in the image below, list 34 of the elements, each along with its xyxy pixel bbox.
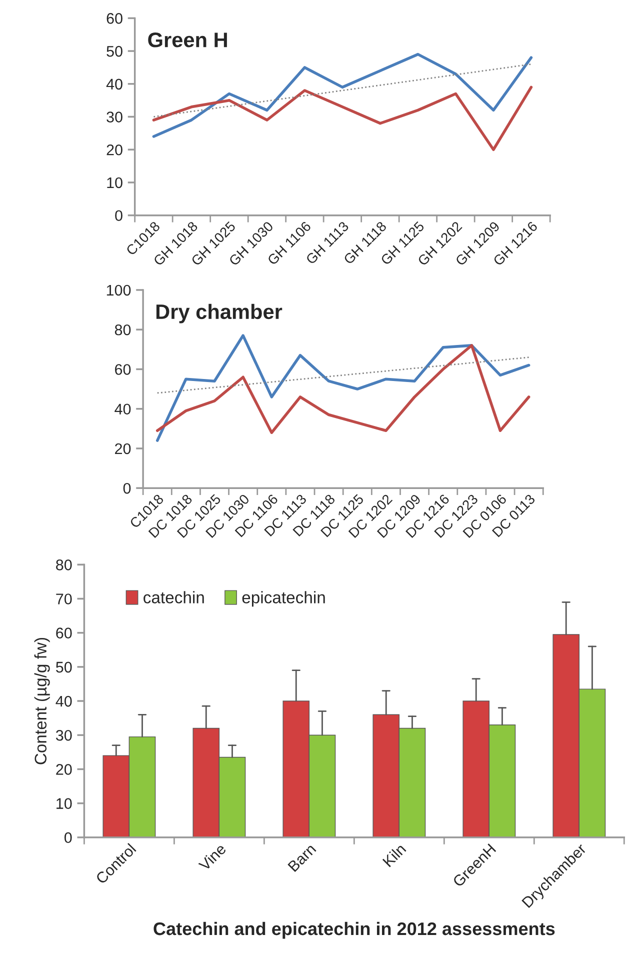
y-tick-label: 30	[56, 730, 72, 741]
text: Catechin and epicatechin in 2012 assessments	[154, 922, 555, 939]
legend-label: epicatechin	[242, 591, 325, 607]
y-tick-label: 80	[56, 560, 72, 570]
y-tick-label: 70	[56, 594, 72, 604]
y-tick-label: 60	[106, 13, 122, 24]
y-tick-label: 60	[56, 628, 72, 638]
y-tick-label: 40	[114, 404, 131, 415]
y-tick-label: 50	[106, 46, 122, 57]
y-tick-label: 0	[123, 482, 131, 494]
y-tick-label: 20	[115, 443, 131, 454]
text: Green H	[148, 32, 227, 48]
y-tick-label: 60	[115, 364, 131, 375]
y-axis-title: Content (µg/g fw)	[34, 638, 50, 764]
line-series	[156, 334, 530, 442]
y-tick-label: 20	[106, 144, 122, 156]
x-tick-label: Vine	[198, 842, 227, 872]
text: Dry chamber	[156, 304, 282, 324]
y-tick-label: 40	[106, 78, 122, 90]
y-tick-label: 50	[56, 662, 72, 673]
line-series	[152, 86, 533, 151]
y-tick-label: 20	[56, 764, 72, 775]
x-tick-label: Kiln	[382, 842, 406, 868]
y-tick-label: 0	[64, 832, 72, 844]
legend-label: catechin	[144, 591, 204, 604]
y-tick-label: 0	[115, 210, 122, 222]
line-series	[156, 344, 530, 434]
line-series	[152, 52, 533, 138]
y-tick-label: 40	[56, 696, 72, 707]
y-tick-label: 10	[56, 798, 72, 809]
y-tick-label: 100	[106, 284, 131, 296]
y-tick-label: 80	[114, 324, 131, 336]
y-tick-label: 10	[107, 177, 122, 188]
y-tick-label: 30	[106, 112, 122, 122]
